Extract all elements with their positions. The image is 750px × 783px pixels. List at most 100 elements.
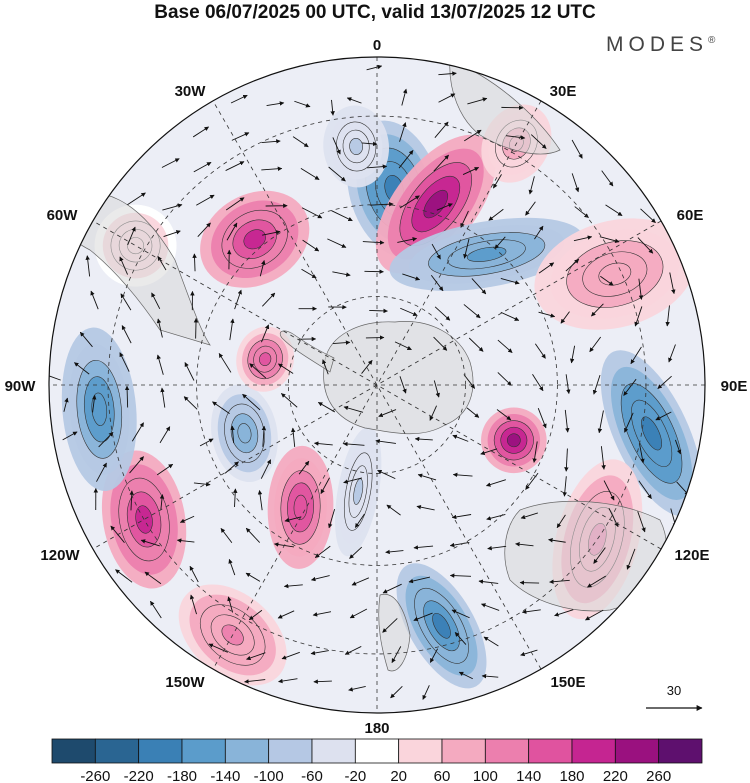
wind-vector [623, 378, 637, 396]
wind-vector [230, 94, 248, 104]
wind-vector [431, 243, 441, 260]
wind-vector [119, 352, 130, 372]
wind-vector [327, 238, 347, 248]
wind-vector [366, 64, 383, 71]
wind-vector [634, 306, 643, 327]
wind-vector [261, 425, 267, 447]
wind-vector [436, 203, 453, 211]
longitude-label: 150W [165, 674, 205, 691]
wind-vector [466, 407, 480, 418]
colorbar-tick-label: 140 [516, 768, 541, 783]
wind-vector [569, 345, 576, 364]
wind-vector [74, 362, 90, 375]
longitude-label: 90W [5, 378, 37, 395]
wind-vector [115, 569, 133, 583]
wind-vector [638, 442, 645, 464]
wind-vector [310, 650, 329, 656]
wind-vector [317, 401, 336, 413]
wind-vector [90, 290, 99, 310]
wind-vector [283, 583, 303, 589]
wind-vector [49, 373, 61, 381]
wind-vector [538, 311, 556, 318]
colorbar-tick-label: -220 [124, 768, 154, 783]
wind-vector [452, 434, 469, 442]
wind-vector [346, 97, 362, 104]
wind-vector [464, 129, 482, 142]
wind-vector [599, 236, 620, 243]
wind-vector [157, 255, 167, 271]
wind-vector [245, 572, 261, 582]
wind-vector [151, 292, 161, 310]
wind-vector [560, 311, 570, 324]
wind-vector [231, 132, 250, 141]
colorbar-swatch [398, 738, 443, 764]
wind-vector [127, 192, 146, 206]
wind-vector [227, 596, 234, 613]
wind-vector [281, 651, 300, 660]
wind-vector [390, 685, 403, 699]
wind-vector [585, 609, 604, 621]
wind-vector [179, 515, 195, 523]
anomaly-contour [432, 612, 451, 639]
wind-vector [554, 609, 574, 617]
wind-vector [515, 542, 534, 547]
wind-vector [463, 304, 481, 319]
wind-vector [433, 336, 448, 351]
anomaly-center [211, 384, 278, 483]
wind-vector [344, 646, 362, 655]
colorbar-tick-label: -20 [344, 768, 366, 783]
reference-vector-label: 30 [667, 683, 681, 698]
wind-vector [429, 405, 437, 421]
wind-vector [451, 609, 470, 619]
colorbar-swatch [658, 738, 703, 764]
wind-vector [262, 230, 281, 236]
wind-vector [85, 255, 91, 277]
wind-vector [548, 538, 566, 543]
anomaly-contour [259, 352, 272, 366]
wind-vector [189, 594, 197, 615]
wind-vector [669, 272, 676, 295]
wind-vector [564, 448, 569, 472]
wind-vector [668, 344, 676, 363]
wind-vector [261, 139, 281, 144]
wind-vector [377, 469, 396, 480]
wind-vector [131, 422, 144, 442]
wind-vector [244, 679, 266, 684]
wind-vector [121, 325, 132, 344]
wind-vector [454, 632, 467, 645]
wind-vector [150, 600, 162, 619]
wind-vector [422, 685, 430, 700]
wind-vector [626, 548, 636, 570]
colorbar-swatch [484, 738, 530, 764]
wind-vector [401, 88, 408, 106]
wind-vector [605, 204, 623, 217]
wind-vector-layer [49, 64, 690, 700]
wind-vector [277, 610, 295, 619]
wind-vector [486, 479, 506, 487]
wind-vector [320, 477, 330, 494]
colorbar-swatches [51, 738, 703, 764]
wind-vector [386, 504, 401, 516]
wind-vector [600, 446, 606, 470]
wind-vector [438, 71, 457, 76]
colorbar-swatch [268, 738, 313, 764]
longitude-label: 60E [677, 207, 704, 224]
wind-vector [530, 134, 547, 149]
wind-vector [433, 154, 449, 172]
wind-vector [408, 576, 431, 584]
anomaly-center [323, 105, 390, 188]
wind-vector [298, 460, 310, 475]
wind-vector [302, 239, 320, 252]
wind-vector [278, 678, 298, 684]
wind-vector [637, 237, 654, 254]
wind-vector [369, 308, 388, 314]
colorbar-tick-label: -60 [301, 768, 323, 783]
longitude-label: 120W [40, 547, 80, 564]
wind-vector [160, 387, 166, 408]
wind-vector [332, 137, 341, 155]
longitude-label: 150E [550, 674, 585, 691]
wind-vector [391, 646, 402, 664]
wind-vector [532, 441, 538, 463]
wind-vector [640, 208, 656, 224]
